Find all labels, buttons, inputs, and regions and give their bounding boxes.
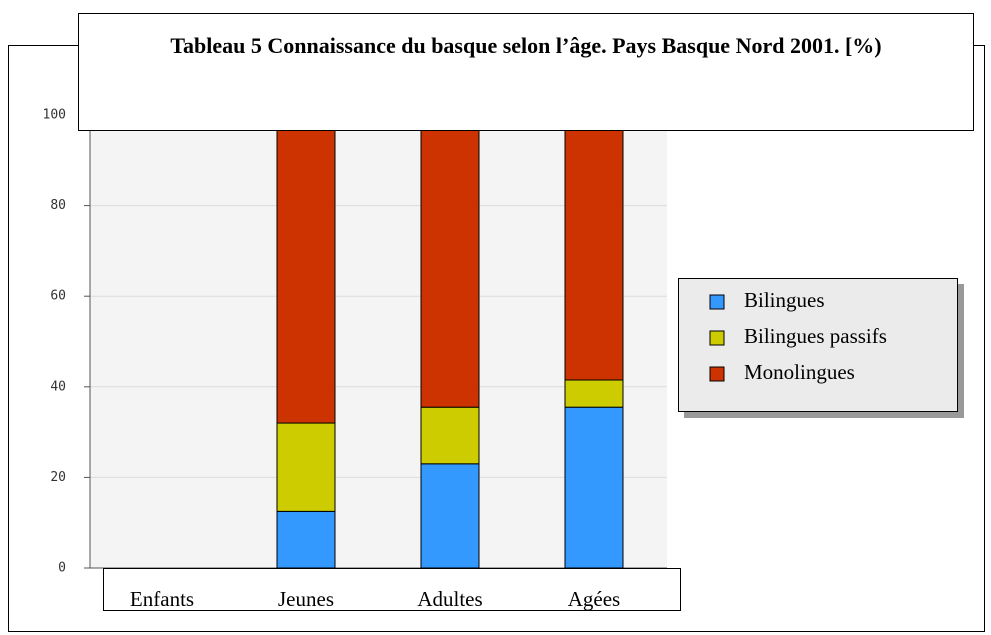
bar-segment	[420, 406, 480, 465]
legend-label: Monolingues	[744, 360, 855, 384]
y-tick-label: 20	[50, 470, 66, 485]
legend-swatch	[709, 330, 725, 346]
bar-segment	[564, 406, 624, 569]
y-tick-label: 100	[43, 108, 66, 123]
x-tick-label: Enfants	[130, 587, 194, 611]
bar-segment	[420, 463, 480, 569]
legend-label: Bilingues passifs	[744, 324, 887, 348]
x-tick-label: Jeunes	[278, 587, 334, 611]
category-box	[103, 568, 681, 611]
bar-segment	[276, 114, 336, 424]
chart-title: Tableau 5 Connaissance du basque selon l…	[78, 13, 974, 131]
legend	[678, 278, 958, 412]
legend-swatch	[709, 366, 725, 382]
bar-segment	[420, 114, 480, 408]
legend-swatch	[709, 294, 725, 310]
y-tick-label: 80	[50, 198, 66, 213]
y-tick-label: 40	[50, 379, 66, 394]
y-tick-label: 60	[50, 289, 66, 304]
bar-segment	[564, 114, 624, 381]
x-tick-label: Agées	[568, 587, 620, 611]
bar-segment	[276, 510, 336, 569]
bar-segment	[276, 422, 336, 512]
bar-segment	[564, 379, 624, 408]
x-tick-label: Adultes	[417, 587, 482, 611]
legend-label: Bilingues	[744, 288, 825, 312]
y-tick-label: 0	[58, 561, 66, 576]
